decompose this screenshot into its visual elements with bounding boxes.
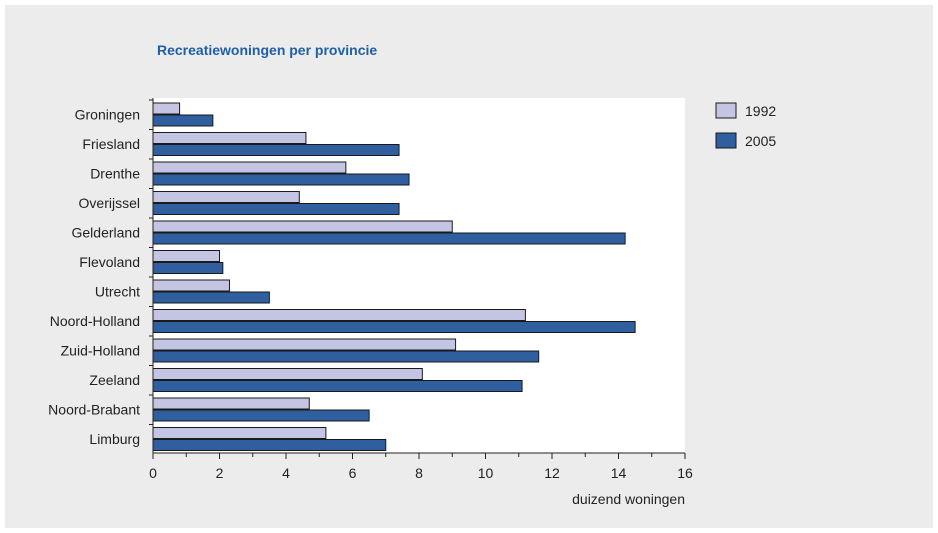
x-tick-label: 10 xyxy=(478,465,494,481)
category-label: Noord-Brabant xyxy=(48,402,140,418)
bar-1992-zuid-holland xyxy=(152,338,457,351)
bar-1992-drenthe xyxy=(152,161,347,174)
category-label: Drenthe xyxy=(90,166,140,182)
bar-1992-friesland xyxy=(152,132,307,144)
x-axis-label: duizend woningen xyxy=(572,491,685,507)
x-tick-label: 2 xyxy=(216,465,224,481)
x-tick-label: 12 xyxy=(544,465,560,481)
bar-2005-limburg xyxy=(152,439,387,451)
bar-1992-flevoland xyxy=(152,250,220,262)
category-label: Gelderland xyxy=(72,225,141,241)
bar-2005-noord-brabant xyxy=(152,409,370,422)
category-label: Limburg xyxy=(89,431,140,447)
legend-swatch-2005 xyxy=(715,132,737,149)
category-label: Overijssel xyxy=(79,195,140,211)
x-tick-label: 16 xyxy=(677,465,693,481)
bar-2005-flevoland xyxy=(152,262,224,274)
bar-1992-gelderland xyxy=(152,220,453,233)
bar-1992-noord-holland xyxy=(152,309,526,321)
bar-2005-groningen xyxy=(152,114,214,127)
legend-label-2005: 2005 xyxy=(745,133,776,149)
category-label: Groningen xyxy=(75,107,140,123)
x-tick-label: 4 xyxy=(282,465,290,481)
bar-2005-zeeland xyxy=(152,380,523,392)
bar-2005-drenthe xyxy=(152,173,410,186)
category-label: Zeeland xyxy=(89,372,140,388)
bar-2005-friesland xyxy=(152,144,400,156)
x-tick-label: 6 xyxy=(349,465,357,481)
bar-1992-utrecht xyxy=(152,279,230,292)
bar-1992-limburg xyxy=(152,427,327,439)
bar-1992-zeeland xyxy=(152,368,423,380)
category-label: Flevoland xyxy=(79,254,140,270)
bar-1992-groningen xyxy=(152,102,181,115)
legend-swatch-1992 xyxy=(715,102,737,119)
bar-2005-zuid-holland xyxy=(152,350,540,363)
bar-2005-utrecht xyxy=(152,291,270,304)
legend-label-1992: 1992 xyxy=(745,103,776,119)
bar-1992-overijssel xyxy=(152,191,300,203)
plot-area xyxy=(153,98,685,453)
x-tick-label: 14 xyxy=(611,465,627,481)
bar-1992-noord-brabant xyxy=(152,397,310,410)
category-label: Noord-Holland xyxy=(50,313,140,329)
x-tick-label: 8 xyxy=(415,465,423,481)
chart-title: Recreatiewoningen per provincie xyxy=(157,42,378,58)
bar-2005-noord-holland xyxy=(152,321,636,333)
bar-2005-gelderland xyxy=(152,232,626,245)
bar-2005-overijssel xyxy=(152,203,400,215)
category-label: Zuid-Holland xyxy=(61,343,140,359)
category-label: Utrecht xyxy=(95,284,140,300)
x-tick-label: 0 xyxy=(149,465,157,481)
category-label: Friesland xyxy=(82,136,140,152)
